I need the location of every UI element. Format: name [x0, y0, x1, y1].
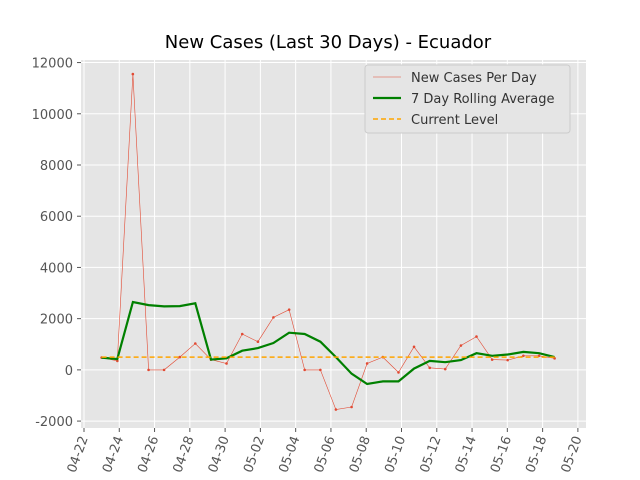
y-tick-label: 0 [65, 364, 73, 379]
x-tick-label: 05-18 [523, 434, 550, 475]
x-tick-label: 04-26 [135, 434, 162, 475]
point [412, 345, 416, 349]
y-tick-label: -2000 [35, 415, 73, 430]
x-tick-label: 05-14 [453, 434, 480, 475]
chart-title: New Cases (Last 30 Days) - Ecuador [165, 32, 492, 53]
point [490, 358, 494, 361]
y-tick-label: 6000 [40, 210, 73, 225]
y-tick-label: 8000 [40, 159, 73, 174]
point [287, 308, 291, 311]
point [350, 405, 353, 409]
x-tick-label: 04-28 [171, 434, 198, 475]
y-tick-label: 2000 [40, 313, 73, 328]
y-tick-label: 10000 [32, 108, 73, 123]
point [506, 358, 509, 362]
point [178, 355, 182, 359]
x-tick-label: 05-02 [241, 434, 268, 475]
point [522, 354, 525, 358]
series-line [101, 74, 555, 410]
x-tick-label: 04-30 [206, 434, 233, 475]
legend-box [364, 64, 571, 134]
legend: New Cases Per Day 7 Day Rolling Average Cu… [364, 64, 571, 134]
x-tick-label: 05-06 [312, 434, 339, 475]
point [272, 316, 275, 319]
point [459, 344, 463, 347]
point [475, 335, 478, 338]
y-tick-label: 4000 [40, 261, 73, 276]
x-tick-label: 05-04 [276, 434, 303, 475]
point [256, 340, 260, 343]
point [240, 332, 244, 336]
y-tick-label: 12000 [32, 57, 73, 72]
point [428, 366, 432, 370]
point [303, 368, 306, 372]
point [162, 368, 166, 372]
legend-label: Current Level [411, 113, 498, 128]
legend-label: 7 Day Rolling Average [411, 92, 554, 107]
x-tick-label: 05-16 [488, 434, 515, 475]
point [397, 371, 400, 374]
point [131, 72, 135, 76]
series-line [101, 300, 555, 386]
x-tick-label: 04-22 [65, 434, 92, 475]
x-tick-label: 05-12 [418, 434, 445, 475]
point [225, 362, 228, 365]
point [147, 368, 150, 372]
point [334, 408, 338, 411]
x-tick-label: 04-24 [100, 434, 127, 475]
legend-label: New Cases Per Day [411, 71, 537, 86]
x-tick-label: 05-08 [347, 434, 374, 475]
x-tick-label: 05-10 [382, 434, 409, 475]
x-tick-label: 05-20 [559, 434, 586, 475]
point [365, 362, 369, 365]
point [443, 367, 447, 371]
point [319, 368, 322, 372]
point [193, 342, 197, 345]
